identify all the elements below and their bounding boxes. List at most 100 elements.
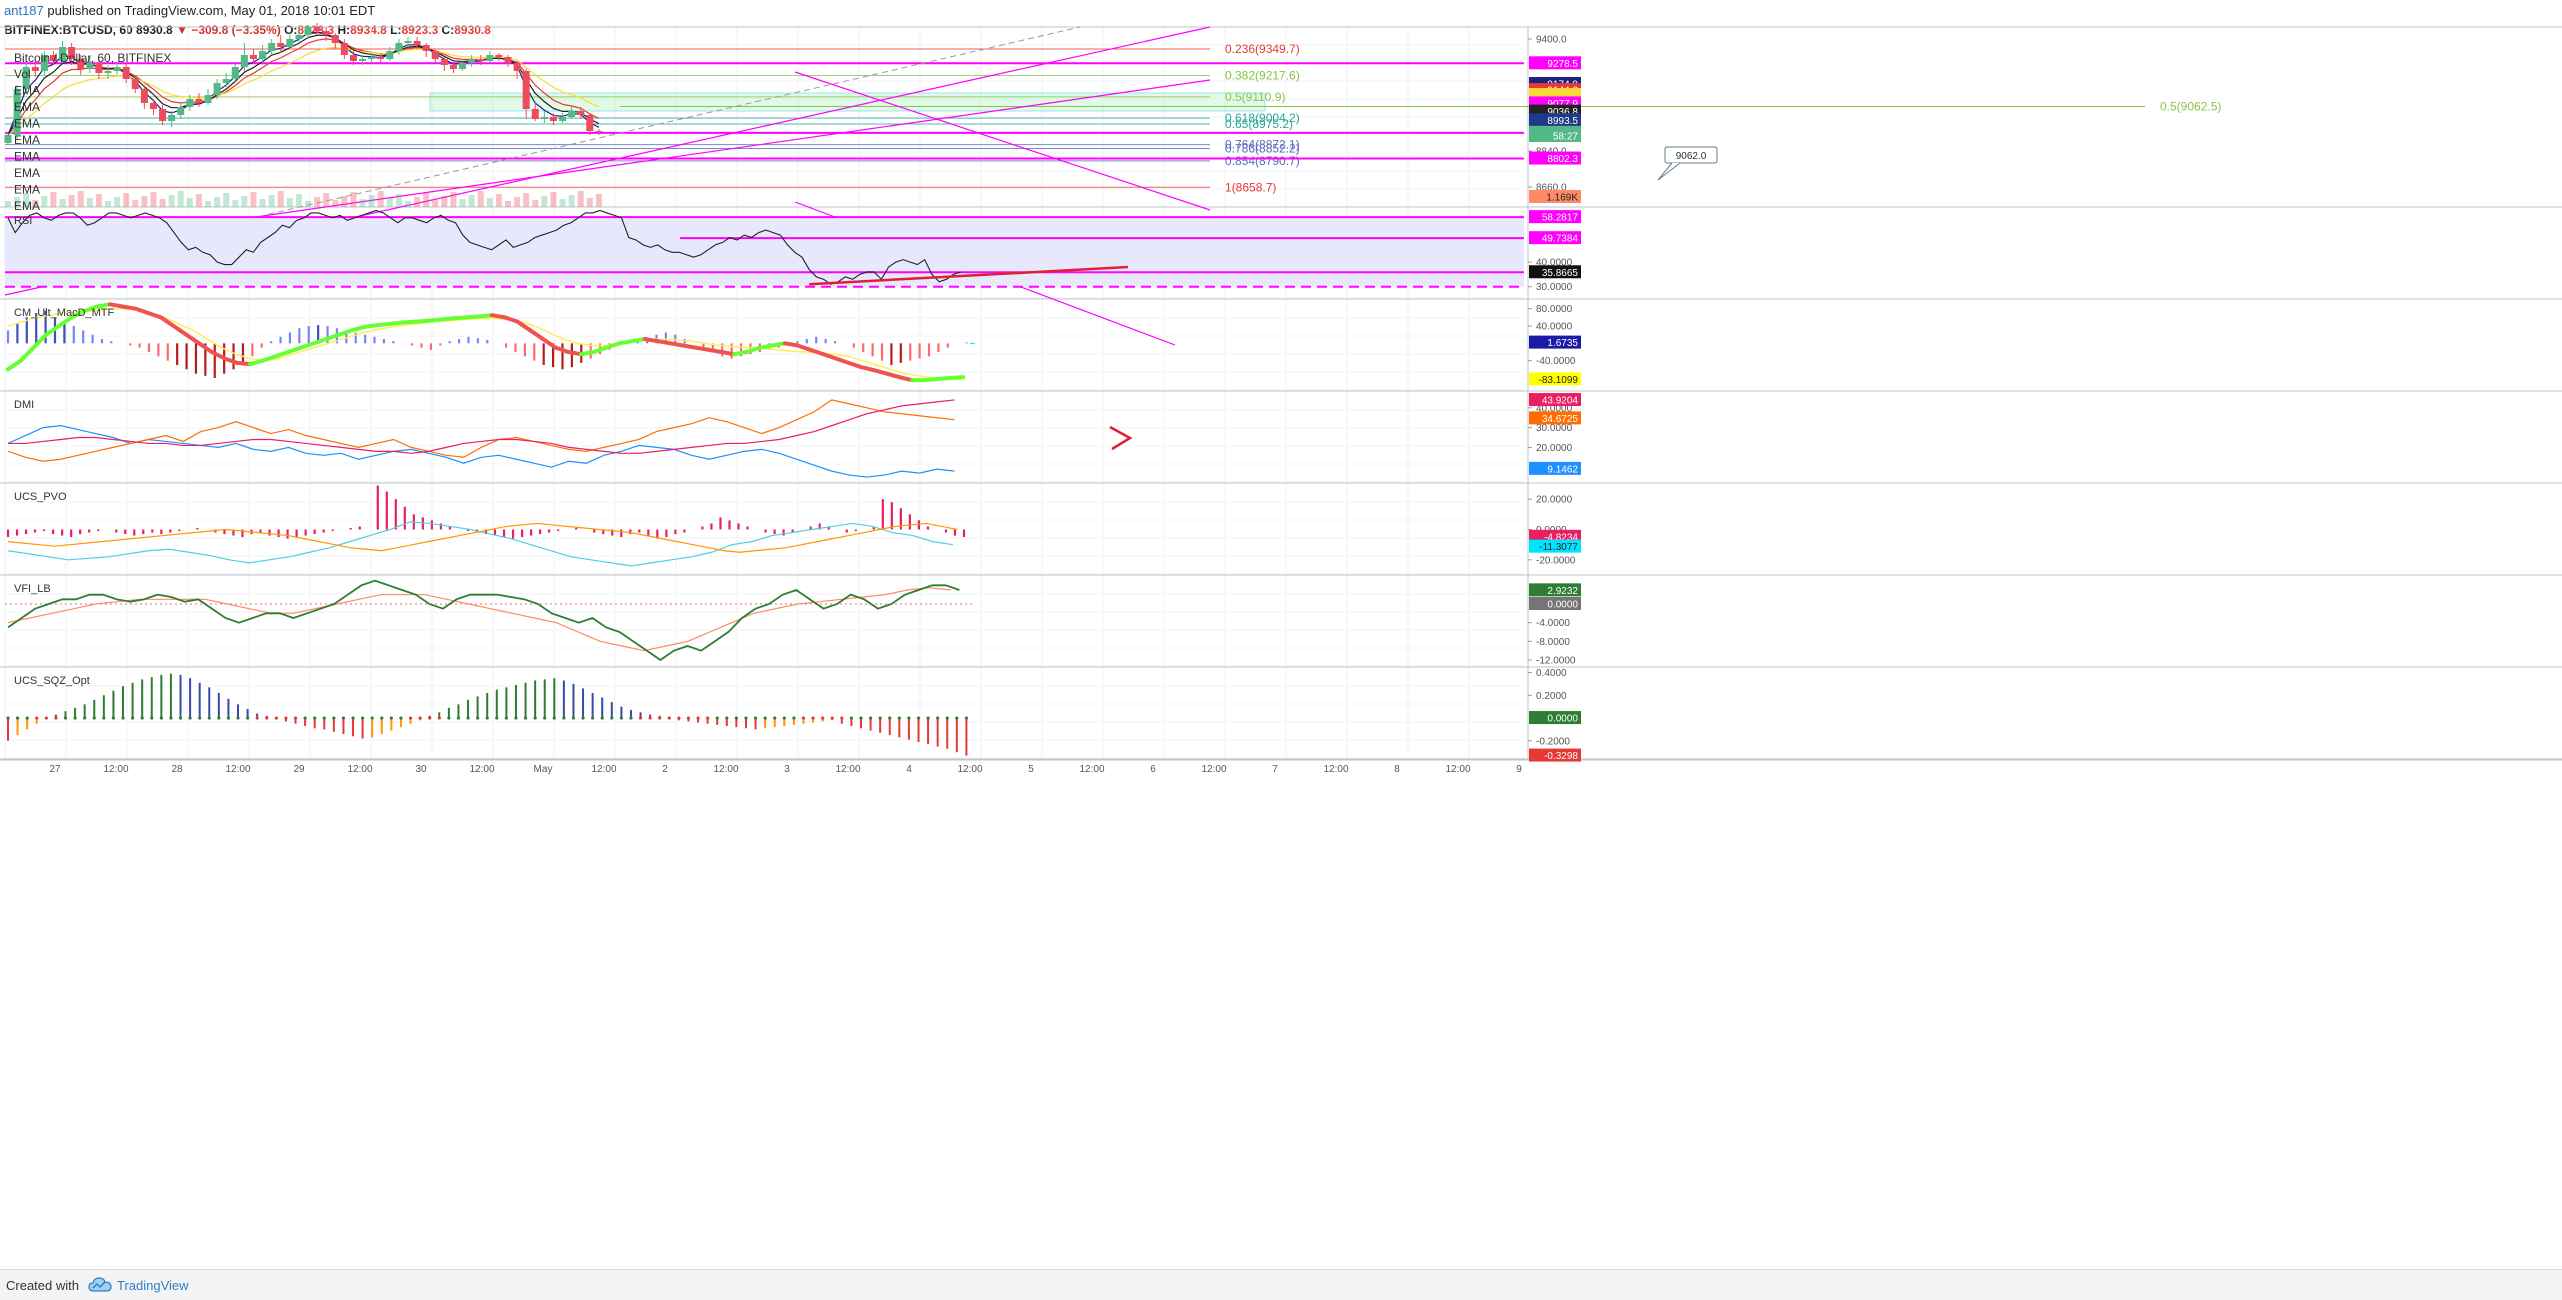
sqz-dot: [907, 716, 911, 720]
sqz-dot: [274, 716, 278, 720]
price-axis-label: 30.0000: [1536, 282, 1573, 293]
price-badge: [1529, 190, 1581, 203]
macd-line-segment: [528, 328, 545, 341]
macd-line-segment: [833, 356, 851, 365]
sqz-dot: [332, 716, 336, 720]
price-axis-label: -20.0000: [1536, 555, 1576, 566]
chart-canvas[interactable]: 27 12:00 28 12:00 29 12:00 30 12:00 May 12:00 2 12:…: [0, 0, 2562, 1269]
time-tick-label: 3: [784, 764, 790, 775]
sqz-dot: [25, 716, 29, 720]
sqz-dot: [610, 716, 614, 720]
candle-body: [304, 27, 312, 35]
macd-line-segment: [795, 343, 813, 352]
sqz-dot: [495, 716, 499, 720]
time-tick-label: 12:00: [347, 764, 372, 775]
sqz-dot: [629, 716, 633, 720]
sqz-pane: UCS_SQZ_Opt: [6, 673, 969, 756]
sqz-dot: [648, 716, 652, 720]
volume-bar: [214, 197, 221, 207]
candle-body: [440, 59, 448, 65]
sqz-dot: [840, 716, 844, 720]
macd-line-segment: [846, 360, 864, 370]
price-badge-text: 0.0000: [1547, 600, 1578, 611]
rsi-line: [7, 209, 961, 285]
author-link[interactable]: ant187: [4, 3, 44, 18]
sqz-dot: [380, 716, 384, 720]
volume-bar: [495, 194, 502, 207]
vfi-pane: VFI_LB: [5, 579, 975, 662]
price-badge: [1529, 335, 1581, 349]
price-badge-text: -11.3077: [1539, 542, 1578, 553]
macd-line-segment: [757, 343, 775, 350]
candle-body: [268, 43, 276, 51]
sqz-dot: [188, 716, 192, 720]
volume-bar: [277, 191, 284, 207]
candle-body: [77, 59, 85, 69]
price-pane: 0.236(9349.7) 0.382(9217.6) 0.5(9110.9) 0.6…: [4, 23, 2221, 346]
rsi-pane-title: RSI: [14, 215, 32, 227]
sqz-dot: [370, 716, 374, 720]
price-axis-label: 0.2000: [1536, 691, 1567, 702]
volume-bar: [186, 198, 193, 207]
sqz-dot: [6, 716, 10, 720]
volume-bar: [359, 199, 366, 207]
candle-body: [204, 95, 212, 103]
sqz-dot: [408, 716, 413, 720]
volume-bar: [250, 192, 257, 207]
macd-line-segment: [655, 339, 673, 346]
sqz-dot: [552, 716, 556, 720]
candle-body: [113, 67, 121, 71]
sqz-dot: [571, 716, 576, 720]
candle-body: [495, 55, 503, 57]
fib-level-label: 0.764(8872.1): [1225, 138, 1300, 152]
price-badge-text: 1.6735: [1547, 338, 1578, 349]
volume-bar: [414, 197, 421, 207]
sqz-dot: [159, 716, 163, 720]
sqz-dot: [476, 716, 480, 720]
price-axis-label: 20.0000: [1536, 443, 1573, 454]
price-badge: [1529, 711, 1581, 725]
sqz-dot: [849, 716, 854, 720]
price-badge: [1529, 113, 1581, 127]
macd-line-segment: [375, 321, 393, 328]
macd-line-segment: [6, 358, 23, 372]
highlight-zone: [429, 92, 1266, 112]
time-tick-label: 12:00: [591, 764, 616, 775]
macd-line-segment: [464, 314, 482, 320]
sqz-dot: [734, 716, 738, 720]
macd-line-segment: [362, 323, 380, 329]
volume-bar: [459, 199, 466, 207]
price-badge: [1529, 372, 1581, 386]
sqz-dot: [859, 716, 863, 720]
sqz-dot: [217, 716, 221, 720]
price-pane-title: Bitcoin / Dollar, 60, BITFINEX: [14, 51, 171, 65]
price-axis-label: -0.2000: [1536, 736, 1570, 747]
macd-line-segment: [693, 345, 711, 352]
time-tick-label: 12:00: [469, 764, 494, 775]
volume-bar: [41, 196, 48, 207]
vfi-pane-title: VFI_LB: [14, 583, 51, 595]
sqz-dot: [514, 716, 518, 720]
macd-line-segment: [566, 350, 584, 357]
candle-body: [486, 55, 494, 61]
sqz-dot: [303, 716, 307, 720]
candle-body: [59, 47, 67, 61]
sqz-dot: [389, 716, 393, 720]
price-axis-label: -4.0000: [1536, 618, 1570, 629]
volume-bar: [32, 200, 39, 207]
candle-body: [131, 79, 139, 89]
sqz-dot: [15, 716, 20, 720]
volume-bar: [505, 201, 511, 207]
price-badge: [1529, 210, 1581, 224]
price-badge-text: 58.2817: [1542, 213, 1579, 224]
sqz-dot: [600, 716, 604, 720]
candle-body: [522, 71, 530, 109]
price-axis-label: 30.0000: [1536, 423, 1573, 434]
volume-bar: [523, 193, 530, 207]
macd-line-segment: [209, 350, 227, 361]
macd-line-segment: [923, 376, 940, 383]
fib-level-label: 0.382(9217.6): [1225, 68, 1300, 82]
tradingview-link[interactable]: TradingView: [117, 1278, 189, 1293]
sqz-dot: [811, 716, 815, 720]
sqz-dot: [169, 716, 173, 720]
